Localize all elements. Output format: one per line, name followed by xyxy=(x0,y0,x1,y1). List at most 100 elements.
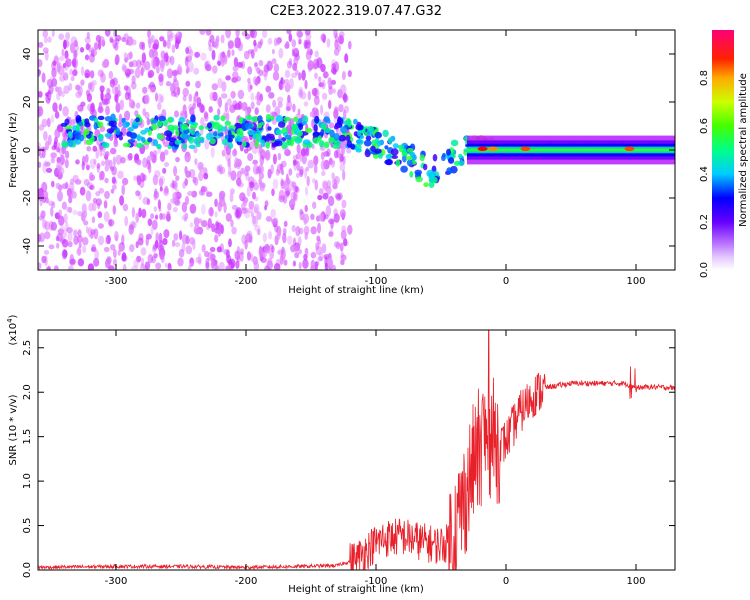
spectrogram-speckle xyxy=(148,48,154,59)
snr-multiplier: (x104) xyxy=(6,314,19,345)
spectrogram-speckle xyxy=(263,72,268,81)
spectrogram-ridge-blob xyxy=(157,120,163,128)
spectrogram-speckle xyxy=(146,159,151,170)
spectrogram-speckle xyxy=(142,174,147,182)
spectrogram-speckle xyxy=(166,68,173,79)
spectrogram-speckle xyxy=(133,175,138,181)
spectrogram-ridge-blob xyxy=(401,152,408,157)
spectrogram-speckle xyxy=(313,87,320,99)
spectrogram-speckle xyxy=(178,248,185,258)
spectrogram-speckle xyxy=(322,181,329,191)
spectrogram-speckle xyxy=(173,69,180,75)
spectrogram-speckle xyxy=(38,161,42,168)
spectrogram-ridge-blob xyxy=(182,142,187,150)
spectrogram-speckle xyxy=(271,245,275,253)
spectrogram-speckle xyxy=(303,225,310,236)
spectrogram-ridge-blob xyxy=(122,142,131,148)
spectrogram-speckle xyxy=(100,70,104,79)
spectrogram-ridge-blob xyxy=(423,163,428,171)
spectrogram-speckle xyxy=(119,99,125,111)
spectrogram-speckle xyxy=(214,211,218,218)
spectrogram-ridge-blob xyxy=(446,167,453,175)
spectrogram-speckle xyxy=(90,232,94,239)
spectrogram-speckle xyxy=(118,113,123,125)
spectrogram-speckle xyxy=(91,216,96,224)
spectrogram-speckle xyxy=(124,91,130,101)
snr-xtick-label: -200 xyxy=(235,576,258,587)
spectrogram-speckle xyxy=(304,30,311,36)
spectrogram-ridge-blob xyxy=(442,152,446,158)
spectrogram-speckle xyxy=(269,243,274,251)
spectrogram-speckle xyxy=(108,265,115,270)
snr-x-label: Height of straight line (km) xyxy=(288,584,424,595)
spectrogram-speckle xyxy=(104,236,109,245)
spectrogram-speckle xyxy=(112,39,118,49)
spectrogram-speckle xyxy=(179,230,183,240)
spectrogram-speckle xyxy=(90,184,95,191)
spectrogram-speckle xyxy=(191,190,198,198)
spectrogram-speckle xyxy=(69,178,75,185)
snr-xtick-label: -300 xyxy=(105,576,128,587)
spectrogram-speckle xyxy=(148,163,152,174)
spectrogram-ridge-blob xyxy=(423,182,429,188)
spectrogram-speckle xyxy=(79,186,86,196)
spectrogram-speckle xyxy=(241,207,246,214)
spectrogram-speckle xyxy=(261,251,267,258)
spectrogram-speckle xyxy=(103,200,108,209)
spectrogram-speckle xyxy=(305,166,310,172)
spectrogram-speckle xyxy=(160,62,165,73)
spectrogram-speckle xyxy=(241,101,248,111)
spectrogram-speckle xyxy=(174,242,181,248)
spectrogram-ridge-blob xyxy=(432,154,438,162)
spectrogram-speckle xyxy=(270,208,277,218)
spectrogram-speckle xyxy=(38,41,44,48)
spectrogram-speckle xyxy=(180,110,185,117)
spectrogram-ridge-blob xyxy=(213,114,220,121)
spectrogram-speckle xyxy=(65,58,72,68)
spectrogram-speckle xyxy=(318,213,324,222)
spectrogram-speckle xyxy=(93,42,99,51)
spectrogram-speckle xyxy=(225,112,230,122)
spectrogram-speckle xyxy=(236,177,242,187)
spectrogram-speckle xyxy=(224,102,228,112)
spectrogram-speckle xyxy=(333,213,340,223)
spectrogram-ridge-blob xyxy=(374,131,382,139)
spectrogram-speckle xyxy=(235,39,242,49)
spectrogram-ridge-blob xyxy=(132,122,140,127)
spectrogram-speckle xyxy=(140,247,147,256)
spectrogram-speckle xyxy=(162,238,168,246)
spectrogram-speckle xyxy=(174,110,179,118)
spectrogram-speckle xyxy=(322,192,329,200)
spectrogram-speckle xyxy=(343,238,348,247)
spectrogram-ridge-blob xyxy=(237,136,242,143)
spectrogram-speckle xyxy=(194,228,201,234)
spectrogram-ridge-blob xyxy=(127,139,136,144)
spectrogram-speckle xyxy=(55,235,60,242)
spectrogram-speckle xyxy=(171,44,176,53)
spectrogram-speckle xyxy=(261,69,269,77)
spectrogram-speckle xyxy=(195,256,202,264)
spectrogram-speckle xyxy=(257,164,264,175)
spectrogram-speckle xyxy=(291,49,295,57)
spectrogram-speckle xyxy=(264,247,271,254)
spectrogram-speckle xyxy=(312,201,317,209)
spectrogram-speckle xyxy=(227,171,231,178)
spectrogram-speckle xyxy=(83,220,89,226)
spectrogram-speckle xyxy=(109,166,115,172)
spectrogram-speckle xyxy=(321,92,328,100)
spectrogram-speckle xyxy=(265,85,272,93)
spectrogram-speckle xyxy=(149,151,154,160)
spectrogram-speckle xyxy=(67,265,74,270)
spectrogram-ridge-blob xyxy=(164,130,172,137)
spectrogram-ridge-blob xyxy=(345,134,351,142)
spectrogram-speckle xyxy=(40,210,46,219)
spectrogram-speckle xyxy=(206,190,209,198)
spectrogram-ridge-blob xyxy=(217,128,222,134)
spectrogram-speckle xyxy=(98,187,105,194)
spectrogram-speckle xyxy=(342,109,347,120)
spectrogram-speckle xyxy=(45,140,50,151)
spectrogram-speckle xyxy=(70,75,75,82)
spectrogram-speckle xyxy=(255,166,262,175)
spectrogram-speckle xyxy=(305,186,308,196)
spectrogram-speckle xyxy=(64,150,70,159)
